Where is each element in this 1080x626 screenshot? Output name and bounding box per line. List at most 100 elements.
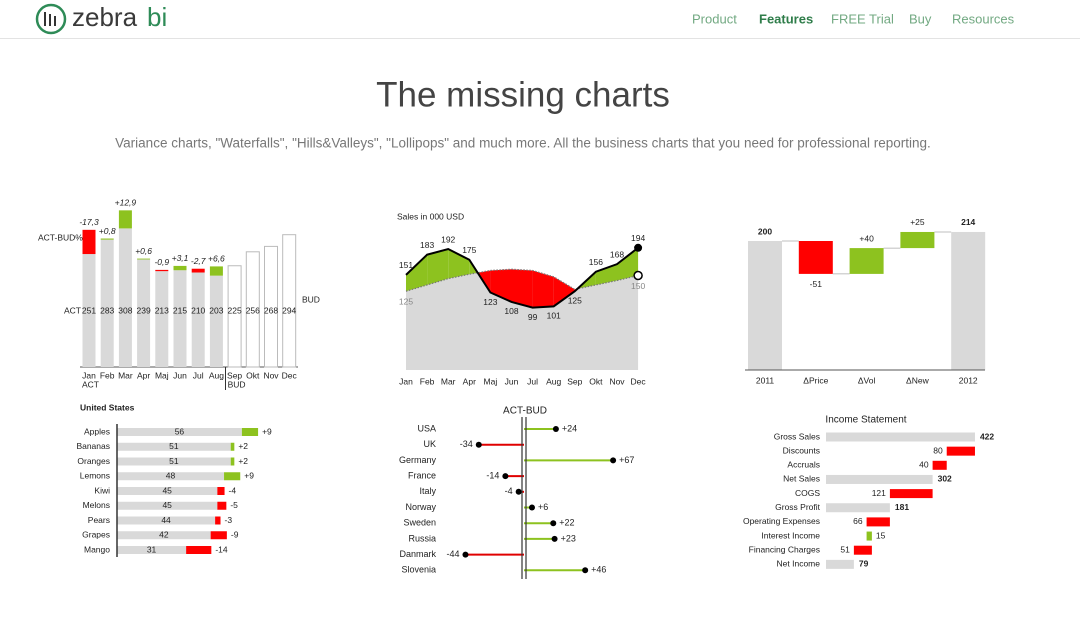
nav-link[interactable]: Features — [759, 11, 813, 26]
column — [82, 254, 96, 367]
bar — [117, 531, 211, 540]
x-tick-label: Mar — [441, 376, 456, 386]
x-tick-label: Sep — [567, 376, 582, 386]
column — [118, 228, 132, 367]
nav-link[interactable]: FREE Trial — [831, 11, 894, 26]
column — [245, 251, 260, 368]
category-label: Interest Income — [761, 530, 820, 540]
x-tick-label: Sep — [227, 370, 242, 380]
value-label: 422 — [980, 431, 994, 441]
value-label: 51 — [169, 441, 179, 451]
x-tick-label: Mar — [118, 370, 133, 380]
total-bar — [826, 559, 854, 569]
bar — [117, 546, 187, 554]
variance-label: -17,3 — [79, 217, 99, 227]
x-tick-label: 2011 — [756, 375, 775, 385]
value-label: 45 — [162, 485, 172, 495]
variance-label: +6,6 — [208, 254, 225, 264]
column — [282, 234, 297, 368]
x-tick-label: Apr — [137, 370, 150, 380]
variance-bar — [118, 210, 132, 229]
value-label: -34 — [460, 439, 473, 449]
end-dot — [633, 270, 643, 281]
variance-label: -4 — [229, 485, 237, 495]
value-label: 294 — [282, 305, 296, 315]
category-label: Lemons — [80, 471, 110, 481]
lollipop-dot — [502, 473, 509, 480]
category-label: France — [408, 470, 436, 480]
x-tick-label: Jan — [399, 376, 413, 386]
category-label: Sweden — [403, 518, 436, 528]
variance-bar — [210, 531, 227, 540]
variance-area — [617, 247, 639, 281]
value-label: -44 — [446, 549, 459, 559]
value-label: 308 — [118, 305, 132, 315]
x-tick-label: Jul — [527, 376, 538, 386]
variance-area — [511, 269, 533, 308]
variance-label: -9 — [231, 530, 239, 540]
category-label: USA — [417, 423, 436, 433]
variance-bar — [191, 268, 205, 273]
logo-icon[interactable] — [35, 3, 67, 35]
value-label: 181 — [895, 502, 909, 512]
value-label: 183 — [420, 240, 434, 250]
chart-title: Income Statement — [825, 415, 906, 426]
series-note: ACT — [82, 379, 99, 389]
variance-bar — [186, 546, 212, 554]
nav-link[interactable]: Product — [692, 11, 737, 26]
category-label: COGS — [795, 488, 820, 498]
variance-bar — [82, 229, 96, 255]
value-label: +24 — [562, 423, 577, 433]
value-label: 192 — [441, 234, 455, 244]
hero-subtitle: Variance charts, "Waterfalls", "Hills&Va… — [115, 136, 931, 151]
value-label: 151 — [399, 260, 413, 270]
category-label: Discounts — [783, 445, 820, 455]
x-tick-label: Nov — [263, 370, 279, 380]
delta-bar — [866, 517, 890, 527]
value-label: 15 — [876, 530, 886, 540]
category-label: Gross Sales — [774, 431, 820, 441]
x-tick-label: Jun — [505, 376, 519, 386]
column — [227, 265, 242, 368]
variance-area — [595, 264, 617, 285]
value-label: 51 — [169, 456, 179, 466]
variance-area — [532, 270, 554, 308]
bar — [117, 487, 218, 495]
logo-ring — [35, 3, 67, 35]
column — [155, 271, 169, 367]
variance-area — [490, 269, 512, 302]
delta-bar — [853, 545, 872, 555]
column — [191, 272, 205, 367]
variance-area — [448, 249, 470, 279]
x-tick-label: Feb — [420, 376, 435, 386]
lollipop-dot — [475, 441, 482, 448]
column — [137, 259, 151, 367]
variance-label: +12,9 — [115, 198, 137, 208]
variance-label: -0,9 — [154, 257, 169, 267]
variance-label: -14 — [215, 544, 228, 554]
nav-link[interactable]: Resources — [952, 11, 1015, 26]
variance-area — [406, 254, 428, 292]
variance-label: -3 — [225, 515, 233, 525]
delta-bar — [889, 489, 933, 499]
variance-bar — [230, 442, 235, 451]
nav-link[interactable]: Buy — [909, 11, 932, 26]
value-label: 251 — [82, 305, 96, 315]
delta-bar — [946, 446, 975, 456]
lollipop-dot — [515, 488, 522, 495]
variance-label: -2,7 — [191, 256, 206, 266]
logo-text[interactable]: bi — [147, 2, 167, 32]
value-label: 239 — [137, 305, 151, 315]
column — [100, 239, 114, 367]
value-label: 66 — [853, 516, 863, 526]
delta-bar — [900, 231, 935, 249]
variance-bar — [230, 457, 235, 466]
logo-text[interactable]: zebra — [72, 2, 138, 32]
value-label: 168 — [610, 249, 624, 259]
delta-bar — [849, 248, 884, 274]
lollipop-dot — [462, 551, 469, 558]
x-tick-label: Apr — [463, 376, 476, 386]
value-label: 45 — [162, 500, 172, 510]
lollipop-dot — [552, 426, 559, 432]
